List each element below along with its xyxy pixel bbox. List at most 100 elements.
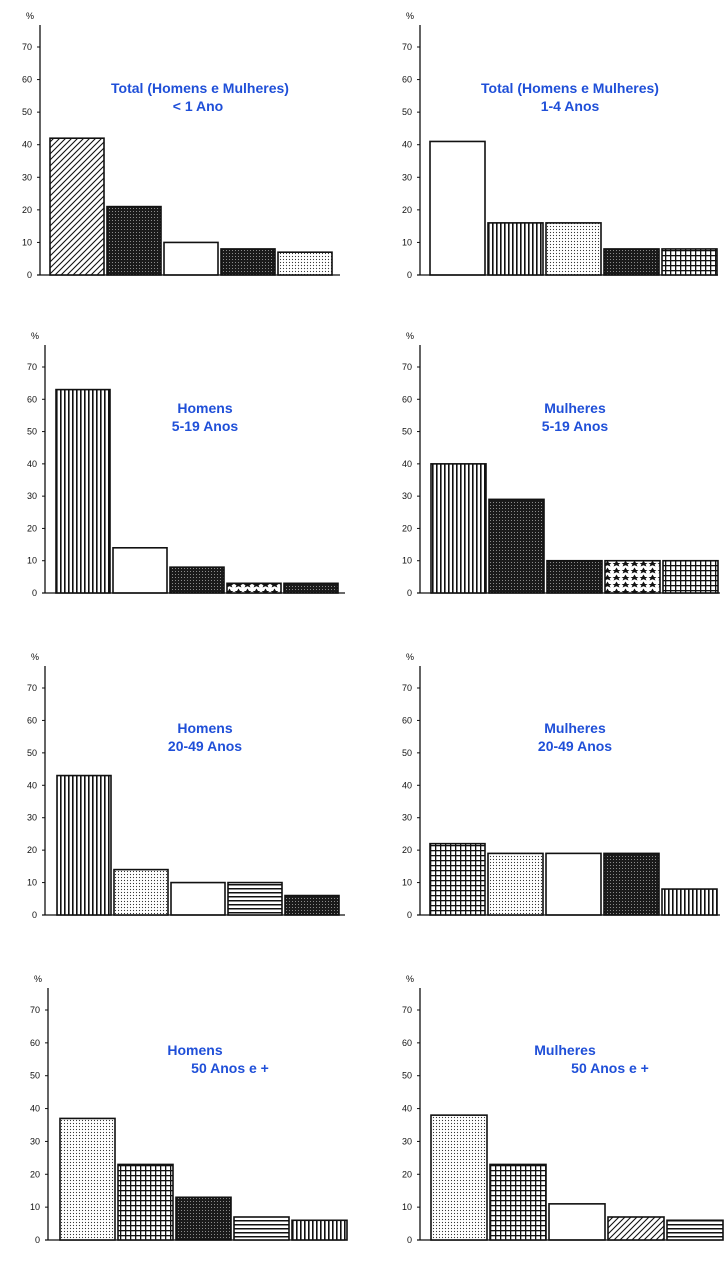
y-tick-label: 70 xyxy=(22,42,32,52)
chart-title-line: Homens xyxy=(177,720,232,736)
bar xyxy=(106,205,162,276)
y-unit-label: % xyxy=(31,652,39,662)
y-tick-label: 50 xyxy=(27,427,37,437)
y-tick-label: 20 xyxy=(27,845,37,855)
chart-title-line: 1-4 Anos xyxy=(541,98,600,114)
y-tick-label: 30 xyxy=(27,491,37,501)
chart-panel-3: % 0 10 20 30 40 50 60 70 Homens 5-19 Anos xyxy=(27,331,345,598)
y-tick-label: 60 xyxy=(402,1038,412,1048)
y-tick-label: 20 xyxy=(402,523,412,533)
y-tick-label: 60 xyxy=(30,1038,40,1048)
y-tick-label: 40 xyxy=(402,780,412,790)
y-unit-label: % xyxy=(406,652,414,662)
y-tick-label: 50 xyxy=(402,1071,412,1081)
bar xyxy=(170,881,226,916)
y-tick-label: 50 xyxy=(402,748,412,758)
bar xyxy=(163,241,219,276)
chart-panel-1: % 0 10 20 30 40 50 60 70 Total (Homens e Mulheres… xyxy=(22,11,340,280)
bar xyxy=(489,1163,547,1241)
y-tick-label: 0 xyxy=(407,910,412,920)
y-tick-label: 20 xyxy=(27,523,37,533)
y-tick-label: 40 xyxy=(30,1104,40,1114)
bar xyxy=(545,222,602,276)
y-tick-label: 20 xyxy=(402,1169,412,1179)
y-tick-label: 0 xyxy=(407,270,412,280)
bar xyxy=(169,566,225,594)
bar xyxy=(283,582,339,594)
bar xyxy=(277,251,333,276)
bar xyxy=(55,388,111,594)
y-tick-label: 50 xyxy=(27,748,37,758)
bar xyxy=(545,852,602,916)
y-tick-label: 30 xyxy=(402,813,412,823)
y-tick-label: 10 xyxy=(27,878,37,888)
chart-panel-5: % 0 10 20 30 40 50 60 70 Homens 20-49 Anos xyxy=(27,652,345,920)
y-tick-label: 70 xyxy=(402,42,412,52)
bar xyxy=(603,248,660,276)
y-tick-label: 60 xyxy=(27,394,37,404)
y-tick-label: 0 xyxy=(407,1235,412,1245)
bar xyxy=(666,1219,724,1241)
y-tick-label: 50 xyxy=(22,107,32,117)
y-tick-label: 0 xyxy=(407,588,412,598)
chart-panel-2: % 0 10 20 30 40 50 60 70 Total (Homens e Mulheres… xyxy=(402,11,718,280)
y-unit-label: % xyxy=(34,974,42,984)
bar xyxy=(487,222,544,276)
y-tick-label: 60 xyxy=(22,75,32,85)
y-tick-label: 70 xyxy=(30,1005,40,1015)
y-tick-label: 30 xyxy=(402,1136,412,1146)
y-tick-label: 40 xyxy=(402,1104,412,1114)
bar xyxy=(607,1216,665,1241)
y-tick-label: 30 xyxy=(22,172,32,182)
y-tick-label: 20 xyxy=(22,205,32,215)
bar xyxy=(226,582,282,594)
bar xyxy=(546,559,603,594)
bar xyxy=(59,1117,116,1241)
y-tick-label: 30 xyxy=(27,813,37,823)
bar xyxy=(662,559,719,594)
y-tick-label: 70 xyxy=(402,1005,412,1015)
chart-title-line: Homens xyxy=(177,400,232,416)
y-tick-label: 0 xyxy=(35,1235,40,1245)
chart-title-line: 50 Anos e + xyxy=(571,1060,649,1076)
y-tick-label: 0 xyxy=(32,910,37,920)
y-tick-label: 40 xyxy=(27,459,37,469)
y-unit-label: % xyxy=(406,11,414,21)
bar xyxy=(487,852,544,916)
y-tick-label: 20 xyxy=(402,205,412,215)
chart-title-line: Mulheres xyxy=(544,720,606,736)
bar xyxy=(49,137,105,276)
y-tick-label: 10 xyxy=(402,1202,412,1212)
chart-title-line: Total (Homens e Mulheres) xyxy=(111,80,289,96)
y-tick-label: 10 xyxy=(27,556,37,566)
bar xyxy=(284,894,340,916)
bar xyxy=(430,1114,488,1241)
chart-panel-8: % 0 10 20 30 40 50 60 70 Mulheres 50 Anos e + xyxy=(402,974,724,1245)
bar xyxy=(548,1203,606,1241)
bar xyxy=(233,1216,290,1241)
bar xyxy=(488,498,545,594)
y-tick-label: 60 xyxy=(27,715,37,725)
y-tick-label: 70 xyxy=(27,683,37,693)
bar xyxy=(429,842,486,916)
bar xyxy=(291,1219,348,1241)
chart-panel-6: % 0 10 20 30 40 50 60 70 Mulheres 20-49 Anos xyxy=(402,652,720,920)
chart-panel-4: % 0 10 20 30 40 50 60 70 Mulheres 5-19 Anos xyxy=(402,331,720,598)
y-tick-label: 50 xyxy=(402,107,412,117)
bar xyxy=(661,888,718,916)
chart-title-line: Homens xyxy=(167,1042,222,1058)
bar xyxy=(604,559,661,594)
bar xyxy=(112,546,168,594)
chart-title-line: < 1 Ano xyxy=(173,98,223,114)
y-tick-label: 30 xyxy=(30,1136,40,1146)
bar xyxy=(661,248,718,276)
y-tick-label: 60 xyxy=(402,75,412,85)
y-tick-label: 0 xyxy=(32,588,37,598)
y-tick-label: 10 xyxy=(402,237,412,247)
y-tick-label: 20 xyxy=(30,1169,40,1179)
y-tick-label: 40 xyxy=(402,140,412,150)
y-tick-label: 30 xyxy=(402,172,412,182)
y-tick-label: 50 xyxy=(402,427,412,437)
y-tick-label: 70 xyxy=(27,362,37,372)
